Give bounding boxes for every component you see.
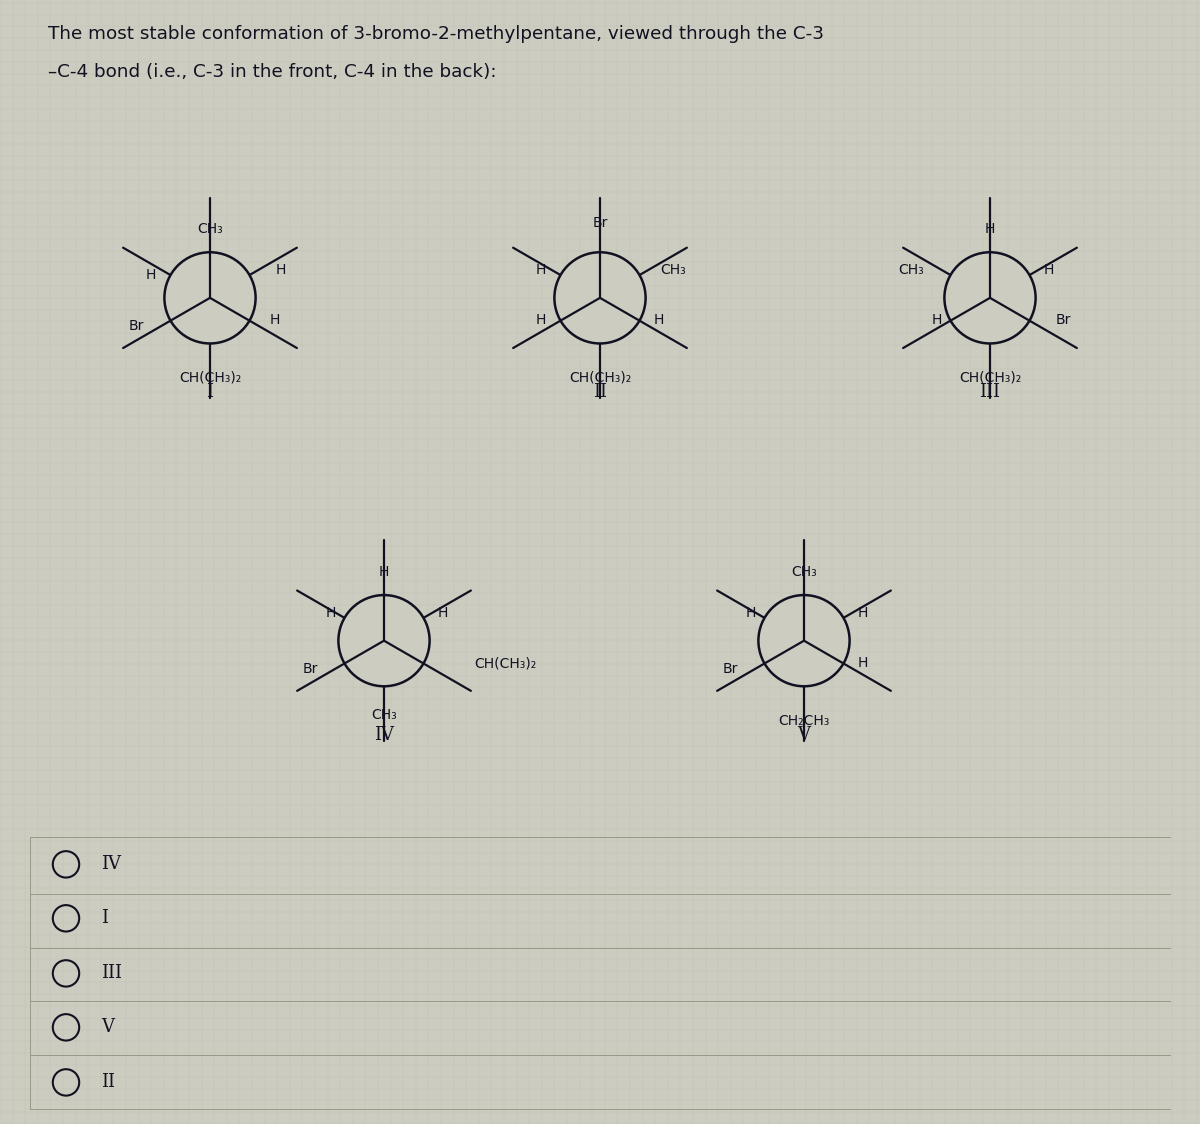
Text: H: H — [276, 263, 287, 277]
Text: Br: Br — [128, 319, 144, 333]
Text: V: V — [798, 726, 810, 744]
Text: CH₂CH₃: CH₂CH₃ — [779, 714, 829, 727]
Ellipse shape — [554, 252, 646, 344]
Text: Br: Br — [722, 662, 738, 676]
Text: H: H — [145, 269, 156, 282]
Text: H: H — [379, 565, 389, 579]
Text: I: I — [206, 383, 214, 401]
Ellipse shape — [944, 252, 1036, 344]
Text: IV: IV — [101, 855, 121, 873]
Text: CH₃: CH₃ — [660, 263, 685, 277]
Text: The most stable conformation of 3-bromo-2-methylpentane, viewed through the C-3: The most stable conformation of 3-bromo-… — [48, 25, 824, 43]
Text: H: H — [654, 314, 665, 327]
Text: I: I — [101, 909, 108, 927]
Text: III: III — [101, 964, 122, 982]
Text: CH₃: CH₃ — [899, 263, 924, 277]
Text: IV: IV — [374, 726, 394, 744]
Text: II: II — [101, 1073, 115, 1091]
Text: CH(CH₃)₂: CH(CH₃)₂ — [474, 656, 536, 670]
Text: –C-4 bond (i.e., C-3 in the front, C-4 in the back):: –C-4 bond (i.e., C-3 in the front, C-4 i… — [48, 63, 497, 81]
Text: H: H — [745, 606, 756, 619]
Text: H: H — [931, 314, 942, 327]
Ellipse shape — [338, 595, 430, 687]
Text: H: H — [858, 656, 869, 670]
Text: Br: Br — [302, 662, 318, 676]
Text: Br: Br — [593, 217, 607, 230]
Text: H: H — [535, 263, 546, 277]
Text: H: H — [1044, 263, 1055, 277]
Text: H: H — [985, 223, 995, 236]
Ellipse shape — [758, 595, 850, 687]
Text: H: H — [858, 606, 869, 619]
Text: H: H — [438, 606, 449, 619]
Text: CH₃: CH₃ — [197, 223, 223, 236]
Text: H: H — [270, 314, 281, 327]
Text: H: H — [535, 314, 546, 327]
Text: CH(CH₃)₂: CH(CH₃)₂ — [179, 371, 241, 384]
Text: III: III — [979, 383, 1001, 401]
Text: CH(CH₃)₂: CH(CH₃)₂ — [959, 371, 1021, 384]
Text: Br: Br — [1056, 314, 1072, 327]
Text: CH₃: CH₃ — [791, 565, 817, 579]
Text: CH₃: CH₃ — [371, 708, 397, 722]
Text: II: II — [593, 383, 607, 401]
Text: CH(CH₃)₂: CH(CH₃)₂ — [569, 371, 631, 384]
Text: H: H — [325, 606, 336, 619]
Text: V: V — [101, 1018, 114, 1036]
Ellipse shape — [164, 252, 256, 344]
